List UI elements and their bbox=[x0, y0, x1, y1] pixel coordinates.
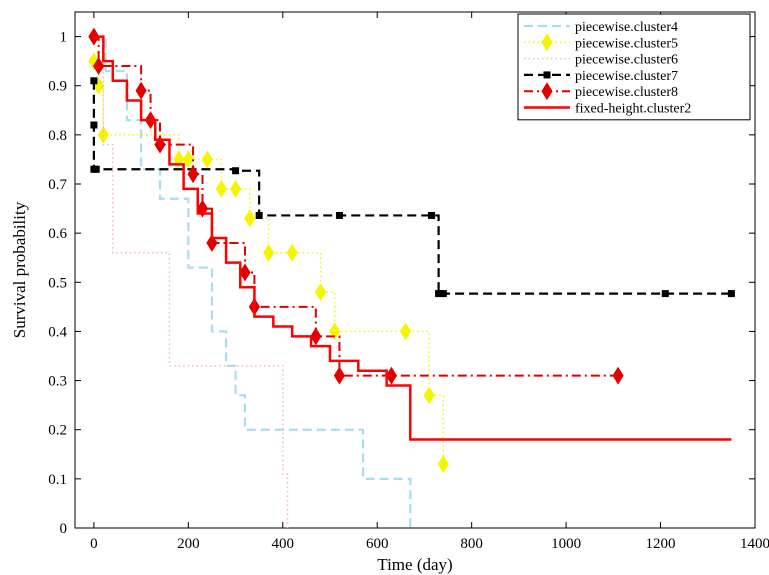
series-piecewise-cluster5-marker bbox=[182, 150, 194, 169]
series-piecewise-cluster7-marker bbox=[90, 77, 98, 85]
series-piecewise-cluster8-marker bbox=[187, 165, 199, 184]
series-piecewise-cluster8 bbox=[88, 27, 624, 385]
series-piecewise-cluster8-marker bbox=[93, 57, 105, 76]
series-fixed-height-cluster2 bbox=[93, 35, 732, 441]
series-piecewise-cluster7-marker bbox=[439, 290, 447, 298]
y-tick-label: 0.5 bbox=[48, 275, 67, 291]
y-tick-label: 0.4 bbox=[48, 324, 67, 340]
series-piecewise-cluster8-marker bbox=[239, 263, 251, 282]
series-piecewise-cluster7-marker bbox=[92, 165, 100, 173]
x-tick-label: 400 bbox=[272, 536, 295, 552]
series-piecewise-cluster5-marker bbox=[215, 179, 227, 198]
series-piecewise-cluster8-marker bbox=[135, 81, 147, 100]
legend-piecewise-cluster8-marker bbox=[541, 82, 553, 101]
series-piecewise-cluster8-marker bbox=[385, 366, 397, 385]
y-tick-label: 0.2 bbox=[48, 423, 67, 439]
series-piecewise-cluster5-marker bbox=[399, 322, 412, 341]
series-piecewise-cluster5-marker bbox=[423, 386, 435, 405]
legend-label-piecewise-cluster8: piecewise.cluster8 bbox=[575, 85, 678, 100]
series-piecewise-cluster7-marker bbox=[90, 121, 98, 129]
series-piecewise-cluster5-marker bbox=[244, 209, 256, 228]
legend-box bbox=[517, 13, 751, 121]
series-piecewise-cluster7-marker bbox=[435, 290, 443, 298]
series-piecewise-cluster7-marker bbox=[661, 290, 669, 298]
legend-label-piecewise-cluster4: piecewise.cluster4 bbox=[575, 20, 678, 35]
x-tick-label: 1200 bbox=[646, 536, 676, 552]
series-piecewise-cluster4 bbox=[93, 35, 412, 528]
series-piecewise-cluster5-marker bbox=[286, 243, 298, 262]
series-piecewise-cluster5 bbox=[88, 52, 449, 474]
y-tick-label: 0.8 bbox=[48, 128, 67, 144]
series-layer bbox=[88, 27, 735, 528]
series-line-fixed-height-cluster2 bbox=[93, 35, 732, 441]
series-piecewise-cluster5-marker bbox=[229, 179, 242, 198]
y-tick-label: 0.1 bbox=[48, 472, 67, 488]
series-piecewise-cluster8-marker bbox=[612, 366, 624, 385]
series-piecewise-cluster8-marker bbox=[310, 327, 322, 346]
series-piecewise-cluster5-marker bbox=[314, 283, 327, 302]
series-piecewise-cluster5-marker bbox=[88, 52, 100, 71]
y-tick-label: 0.9 bbox=[48, 79, 67, 95]
legend-piecewise-cluster7-marker bbox=[543, 71, 551, 79]
series-piecewise-cluster7-marker bbox=[428, 211, 436, 219]
series-piecewise-cluster7-marker bbox=[255, 211, 263, 219]
y-axis-label: Survival probability bbox=[10, 201, 29, 338]
legend-label-fixed-height-cluster2: fixed-height.cluster2 bbox=[575, 102, 691, 117]
axis-ticks: 0 200 400 600 800 1000 1200 1400 0 0.1 0.2 0.3 0.4 0.… bbox=[48, 12, 769, 552]
y-tick-label: 0.6 bbox=[48, 226, 67, 242]
x-tick-label: 1000 bbox=[551, 536, 581, 552]
series-line-piecewise-cluster4 bbox=[93, 35, 412, 528]
legend-label-piecewise-cluster7: piecewise.cluster7 bbox=[575, 69, 678, 84]
series-line-piecewise-cluster6 bbox=[93, 35, 289, 528]
y-tick-label: 0.3 bbox=[48, 374, 67, 390]
x-tick-label: 800 bbox=[460, 536, 483, 552]
legend-piecewise-cluster5-marker bbox=[541, 33, 553, 52]
x-tick-label: 600 bbox=[366, 536, 389, 552]
series-piecewise-cluster7 bbox=[90, 77, 735, 298]
series-piecewise-cluster7-marker bbox=[727, 290, 735, 298]
x-axis-label: Time (day) bbox=[377, 555, 452, 574]
series-line-piecewise-cluster5 bbox=[93, 60, 445, 465]
x-tick-label: 200 bbox=[177, 536, 200, 552]
series-piecewise-cluster7-marker bbox=[232, 167, 240, 175]
series-piecewise-cluster6 bbox=[93, 35, 289, 528]
series-piecewise-cluster5-marker bbox=[437, 455, 449, 474]
x-tick-label: 1400 bbox=[740, 536, 769, 552]
series-piecewise-cluster5-marker bbox=[97, 125, 109, 144]
series-piecewise-cluster5-marker bbox=[201, 150, 213, 169]
y-tick-label: 0.7 bbox=[48, 177, 67, 193]
series-piecewise-cluster7-marker bbox=[335, 211, 343, 219]
x-tick-label: 0 bbox=[90, 536, 98, 552]
legend-label-piecewise-cluster5: piecewise.cluster5 bbox=[575, 36, 678, 51]
series-piecewise-cluster8-marker bbox=[333, 366, 346, 385]
y-tick-label: 0 bbox=[60, 521, 68, 537]
y-tick-label: 1 bbox=[60, 30, 68, 46]
legend-label-piecewise-cluster6: piecewise.cluster6 bbox=[575, 53, 678, 68]
series-piecewise-cluster5-marker bbox=[263, 243, 275, 262]
